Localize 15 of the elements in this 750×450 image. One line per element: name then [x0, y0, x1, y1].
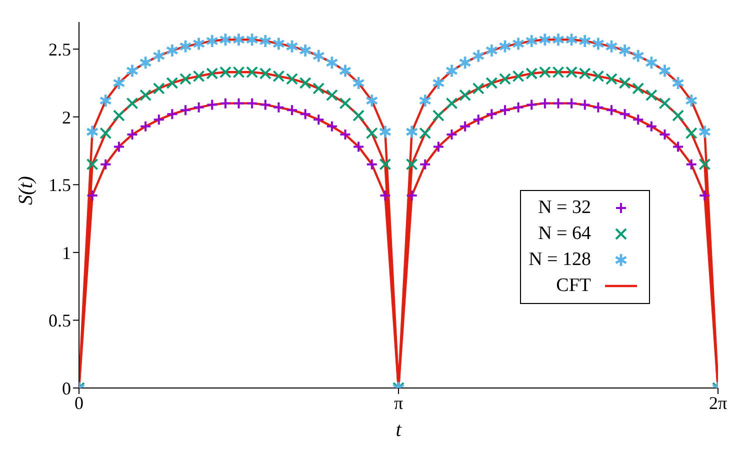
x-tick-label: 0 — [74, 392, 84, 413]
legend-label: N = 64 — [538, 223, 591, 245]
y-tick-label: 2.5 — [48, 40, 71, 60]
legend-label: N = 32 — [538, 197, 591, 219]
x-tick-label: 2π — [708, 392, 728, 413]
x-tick-label: π — [394, 392, 404, 413]
y-tick-label: 0.5 — [48, 310, 71, 331]
legend-label: CFT — [556, 275, 591, 297]
legend-label: N = 128 — [528, 249, 591, 271]
y-axis-title: S(t) — [15, 176, 38, 205]
y-tick-label: 2 — [62, 107, 71, 128]
y-tick-label: 1.5 — [48, 175, 71, 196]
y-tick-label: 0 — [62, 378, 71, 398]
y-tick-label: 1 — [62, 242, 71, 263]
x-axis-title: t — [396, 419, 402, 441]
